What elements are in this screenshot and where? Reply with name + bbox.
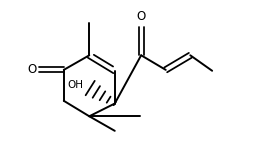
Text: OH: OH bbox=[68, 80, 84, 90]
Text: O: O bbox=[27, 63, 36, 76]
Text: O: O bbox=[136, 10, 145, 22]
